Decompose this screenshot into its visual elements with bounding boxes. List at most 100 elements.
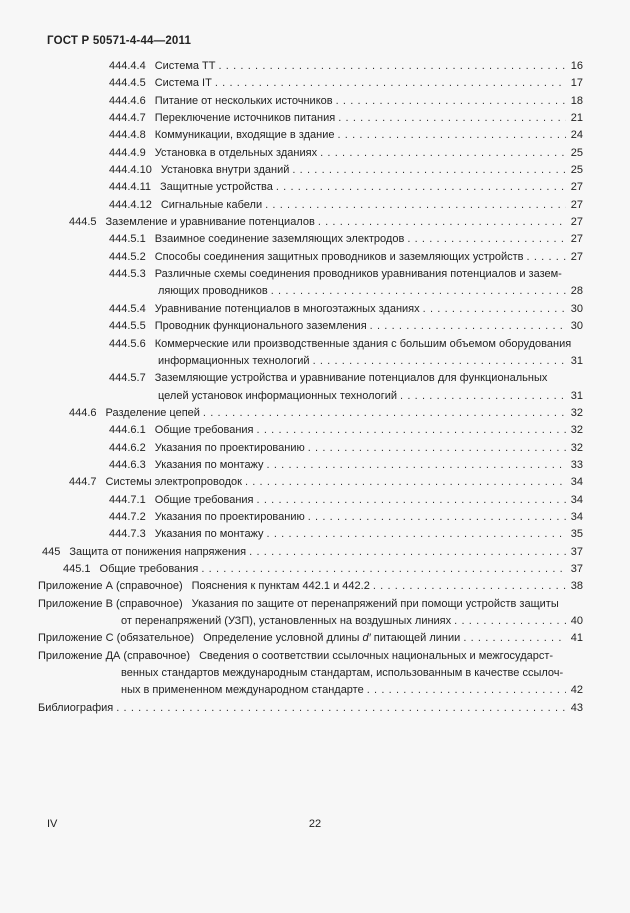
toc-number: 444.7.3: [109, 528, 146, 541]
toc-entry-line: 444.7.2 Указания по проектированию. . . .…: [0, 509, 630, 526]
dot-leader: . . . . . . . . . . . . . . . . . . . . …: [317, 216, 566, 229]
toc-page-number: 17: [570, 77, 583, 90]
toc-number: 444.5.5: [109, 320, 146, 333]
dot-leader: . . . . . . . . . . . . . . . . . . . . …: [335, 94, 566, 107]
toc-number: 444.5.3: [109, 268, 146, 281]
toc-page-number: 35: [570, 528, 583, 541]
dot-leader: . . . . . . . . . . . . . . . . . . . . …: [256, 424, 566, 437]
toc-title: Определение условной длины d′ питающей л…: [203, 630, 460, 647]
toc-title: Разделение цепей: [105, 406, 200, 419]
toc-number: 444.5.4: [109, 302, 146, 315]
dot-leader: . . . . . . . . . . . . . . . . . . . . …: [244, 476, 566, 489]
toc-page-number: 34: [570, 493, 583, 506]
toc-entry-line: 444.4.8 Коммуникации, входящие в здание. …: [0, 127, 630, 144]
footer-page-roman: IV: [47, 818, 58, 830]
dot-leader: . . . . . . . . . . . . . . . . . . . . …: [366, 684, 566, 697]
toc-number: 444.4.5: [109, 77, 146, 90]
toc-number: Приложение В (справочное): [38, 597, 183, 610]
dot-leader: . . . . . . . . . . . . . . . . . . . . …: [338, 112, 566, 125]
toc-title: Система IT: [154, 77, 212, 90]
toc-title: Сведения о соответствии ссылочных национ…: [199, 649, 554, 662]
toc-page-number: 32: [570, 441, 583, 454]
toc-title: ных в примененном международном стандарт…: [121, 684, 364, 697]
toc-page-number: 18: [570, 94, 583, 107]
toc-title: Система ТТ: [154, 60, 216, 72]
toc-entry-line: 444.6.1 Общие требования. . . . . . . . .…: [0, 422, 630, 439]
toc-title: Защита от понижения напряжения: [69, 545, 247, 558]
toc-title: Взаимное соединение заземляющих электрод…: [154, 233, 405, 246]
dot-leader: . . . . . . . . . . . . . . . . . . . . …: [400, 389, 566, 402]
toc-number: 444.5.7: [109, 372, 146, 385]
toc-title: Библиография: [38, 701, 114, 714]
toc-title: Пояснения к пунктам 442.1 и 442.2: [191, 580, 370, 593]
dot-leader: . . . . . . . . . . . . . . . . . . . . …: [312, 354, 566, 367]
toc-entry-line: 444.5.3 Различные схемы соединения провод…: [0, 266, 630, 283]
toc-entry-line: 445.1 Общие требования. . . . . . . . . .…: [0, 561, 630, 578]
toc-title: Общие требования: [99, 562, 199, 575]
toc-number: 444.5: [69, 216, 97, 229]
toc-entry-line: ляющих проводников. . . . . . . . . . . …: [0, 283, 630, 300]
toc-page-number: 38: [570, 580, 583, 593]
toc-title-italic-segment: d′: [362, 632, 371, 645]
toc-entry-line: венных стандартов международным стандарт…: [0, 665, 630, 682]
toc-title: Питание от нескольких источников: [154, 94, 333, 107]
dot-leader: . . . . . . . . . . . . . . . . . . . . …: [372, 580, 566, 593]
toc-title: Переключение источников питания: [154, 112, 336, 125]
toc-entry-line: 444.5 Заземление и уравнивание потенциало…: [0, 214, 630, 231]
toc-entry-line: ных в примененном международном стандарт…: [0, 682, 630, 699]
toc-page-number: 27: [570, 233, 583, 246]
toc-title: Заземляющие устройства и уравнивание пот…: [154, 372, 548, 385]
toc-number: 444.7: [69, 476, 97, 489]
toc-entry-line: 444.6.2 Указания по проектированию. . . .…: [0, 440, 630, 457]
dot-leader: . . . . . . . . . . . . . . . . . . . . …: [218, 60, 567, 72]
toc-title: Коммуникации, входящие в здание: [154, 129, 335, 142]
toc-title: Системы электропроводок: [105, 476, 242, 489]
toc-page-number: 30: [570, 302, 583, 315]
toc-page-number: 25: [570, 146, 583, 159]
toc-number: 445.1: [63, 562, 91, 575]
toc-title: Указания по защите от перенапряжений при…: [191, 597, 559, 610]
toc: 444.4.4 Система ТТ. . . . . . . . . . . .…: [0, 58, 630, 717]
toc-page-number: 30: [570, 320, 583, 333]
toc-entry-line: 444.4.12 Сигнальные кабели. . . . . . . .…: [0, 197, 630, 214]
dot-leader: . . . . . . . . . . . . . . . . . . . . …: [307, 441, 566, 454]
toc-page-number: 21: [570, 112, 583, 125]
toc-number: 444.6.2: [109, 441, 146, 454]
toc-page-number: 32: [570, 406, 583, 419]
toc-number: 444.4.7: [109, 112, 146, 125]
toc-number: 444.5.1: [109, 233, 146, 246]
toc-entry-line: информационных технологий. . . . . . . .…: [0, 353, 630, 370]
toc-number: 444.4.10: [109, 164, 152, 177]
toc-entry-line: 444.6.3 Указания по монтажу. . . . . . . …: [0, 457, 630, 474]
toc-entry-line: 444.4.5 Система IT. . . . . . . . . . . .…: [0, 75, 630, 92]
toc-number: Приложение А (справочное): [38, 580, 183, 593]
dot-leader: . . . . . . . . . . . . . . . . . . . . …: [526, 250, 566, 263]
dot-leader: . . . . . . . . . . . . . . . . . . . . …: [201, 562, 566, 575]
toc-number: 444.4.8: [109, 129, 146, 142]
dot-leader: . . . . . . . . . . . . . . . . . . . . …: [249, 545, 566, 558]
toc-entry-line: 444.5.4 Уравнивание потенциалов в многоэт…: [0, 301, 630, 318]
toc-title: ляющих проводников: [158, 285, 268, 298]
toc-page-number: 42: [570, 684, 583, 697]
toc-page-number: 43: [570, 701, 583, 714]
dot-leader: . . . . . . . . . . . . . . . . . . . . …: [116, 701, 566, 714]
dot-leader: . . . . . . . . . . . . . . . . . . . . …: [270, 285, 566, 298]
dot-leader: . . . . . . . . . . . . . . . . . . . . …: [337, 129, 566, 142]
toc-title: Заземление и уравнивание потенциалов: [105, 216, 315, 229]
toc-title: Общие требования: [154, 493, 254, 506]
toc-entry-line: 444.5.1 Взаимное соединение заземляющих э…: [0, 231, 630, 248]
dot-leader: . . . . . . . . . . . . . . . . . . . . …: [266, 528, 566, 541]
toc-number: Приложение ДА (справочное): [38, 649, 191, 662]
toc-title: Указания по монтажу: [154, 528, 264, 541]
toc-title: Указания по проектированию: [154, 441, 305, 454]
toc-title: Установка в отдельных зданиях: [154, 146, 318, 159]
toc-entry-line: 444.4.4 Система ТТ. . . . . . . . . . . .…: [0, 58, 630, 75]
toc-entry-line: целей установок информационных технологи…: [0, 388, 630, 405]
toc-page-number: 37: [570, 562, 583, 575]
toc-page-number: 41: [570, 632, 583, 645]
toc-page-number: 27: [570, 198, 583, 211]
toc-entry-line: 444.5.7 Заземляющие устройства и уравнива…: [0, 370, 630, 387]
toc-entry-line: от перенапряжений (УЗП), установленных н…: [0, 613, 630, 630]
toc-title: от перенапряжений (УЗП), установленных н…: [121, 615, 452, 627]
